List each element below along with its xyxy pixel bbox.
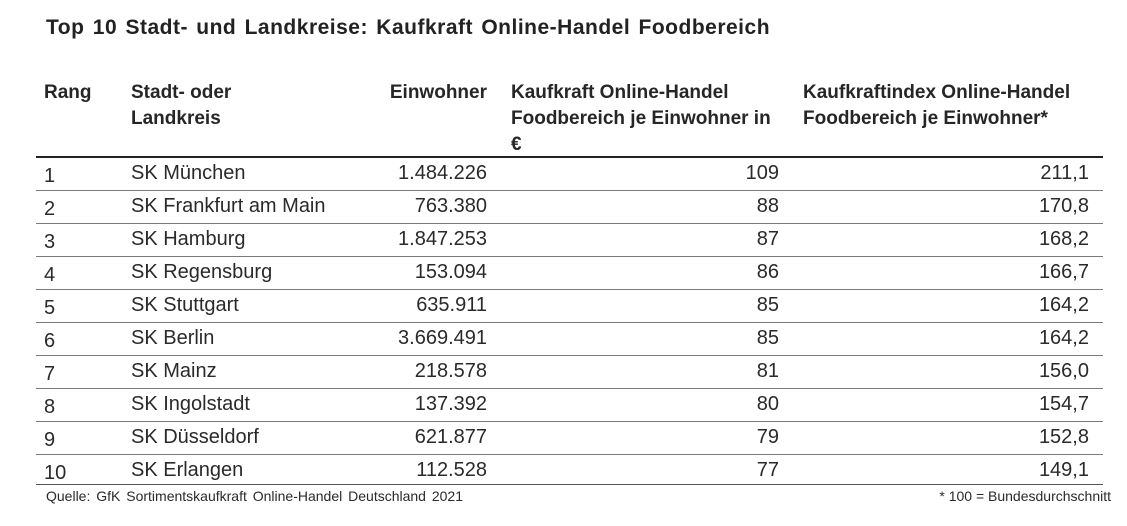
cell-kaufkraft: 88: [756, 195, 779, 217]
header-kreis: Stadt- oder Landkreis: [131, 82, 232, 129]
table-row: 3 SK Hamburg 1.847.253 87 168,2: [36, 224, 1103, 257]
cell-kreis: SK Frankfurt am Main: [131, 195, 326, 217]
cell-rang: 4: [44, 264, 56, 286]
cell-einwohner: 153.094: [414, 261, 487, 283]
cell-kaufkraft: 86: [756, 261, 779, 283]
cell-index: 170,8: [1038, 195, 1089, 217]
cell-einwohner: 1.847.253: [398, 228, 487, 250]
cell-index: 149,1: [1038, 459, 1089, 481]
cell-kreis: SK Hamburg: [131, 228, 246, 250]
cell-index: 154,7: [1038, 393, 1089, 415]
table-title: Top 10 Stadt- und Landkreise: Kaufkraft …: [46, 16, 771, 39]
table-row: 9 SK Düsseldorf 621.877 79 152,8: [36, 422, 1103, 455]
header-divider: [36, 156, 1103, 158]
cell-rang: 10: [44, 462, 67, 484]
cell-einwohner: 3.669.491: [398, 327, 487, 349]
header-index: Kaufkraftindex Online-Handel Foodbereich…: [803, 82, 1071, 129]
cell-einwohner: 218.578: [414, 360, 487, 382]
cell-kreis: SK Ingolstadt: [131, 393, 250, 415]
cell-index: 164,2: [1038, 327, 1089, 349]
cell-index: 164,2: [1038, 294, 1089, 316]
cell-kaufkraft: 80: [756, 393, 779, 415]
cell-einwohner: 1.484.226: [398, 162, 487, 184]
header-einwohner: Einwohner: [389, 82, 487, 103]
cell-kaufkraft: 81: [756, 360, 779, 382]
cell-kaufkraft: 79: [756, 426, 779, 448]
cell-einwohner: 635.911: [416, 294, 487, 316]
cell-einwohner: 112.528: [416, 459, 487, 481]
cell-rang: 1: [44, 165, 56, 187]
table-body: 1 SK München 1.484.226 109 211,1 2 SK Fr…: [36, 158, 1103, 488]
cell-einwohner: 621.877: [414, 426, 487, 448]
cell-kreis: SK Stuttgart: [131, 294, 239, 316]
table-row: 4 SK Regensburg 153.094 86 166,7: [36, 257, 1103, 290]
cell-einwohner: 137.392: [414, 393, 487, 415]
cell-kreis: SK Berlin: [131, 327, 215, 349]
cell-rang: 9: [44, 429, 56, 451]
table-row: 2 SK Frankfurt am Main 763.380 88 170,8: [36, 191, 1103, 224]
table-row: 1 SK München 1.484.226 109 211,1: [36, 158, 1103, 191]
cell-rang: 6: [44, 330, 56, 352]
cell-index: 211,1: [1040, 162, 1089, 184]
cell-kaufkraft: 85: [756, 327, 779, 349]
cell-kaufkraft: 87: [756, 228, 779, 250]
cell-index: 168,2: [1038, 228, 1089, 250]
cell-kreis: SK München: [131, 162, 246, 184]
table-row: 7 SK Mainz 218.578 81 156,0: [36, 356, 1103, 389]
header-kaufkraft: Kaufkraft Online-Handel Foodbereich je E…: [511, 82, 771, 155]
cell-rang: 7: [44, 363, 56, 385]
cell-kaufkraft: 109: [745, 162, 779, 184]
footnote: * 100 = Bundesdurchschnitt: [939, 488, 1111, 504]
cell-kreis: SK Regensburg: [131, 261, 273, 283]
table-row: 10 SK Erlangen 112.528 77 149,1: [36, 455, 1103, 488]
table-bottom-divider: [36, 484, 1103, 485]
cell-kaufkraft: 85: [756, 294, 779, 316]
header-rang: Rang: [44, 82, 92, 103]
table-row: 5 SK Stuttgart 635.911 85 164,2: [36, 290, 1103, 323]
cell-index: 166,7: [1038, 261, 1089, 283]
cell-kreis: SK Erlangen: [131, 459, 244, 481]
cell-einwohner: 763.380: [414, 195, 487, 217]
cell-rang: 3: [44, 231, 56, 253]
cell-kreis: SK Mainz: [131, 360, 217, 382]
cell-rang: 5: [44, 297, 56, 319]
cell-index: 156,0: [1038, 360, 1089, 382]
cell-index: 152,8: [1038, 426, 1089, 448]
cell-rang: 8: [44, 396, 56, 418]
source-note: Quelle: GfK Sortimentskaufkraft Online-H…: [46, 488, 463, 504]
cell-kreis: SK Düsseldorf: [131, 426, 259, 448]
table-row: 6 SK Berlin 3.669.491 85 164,2: [36, 323, 1103, 356]
cell-rang: 2: [44, 198, 56, 220]
cell-kaufkraft: 77: [756, 459, 779, 481]
table-row: 8 SK Ingolstadt 137.392 80 154,7: [36, 389, 1103, 422]
